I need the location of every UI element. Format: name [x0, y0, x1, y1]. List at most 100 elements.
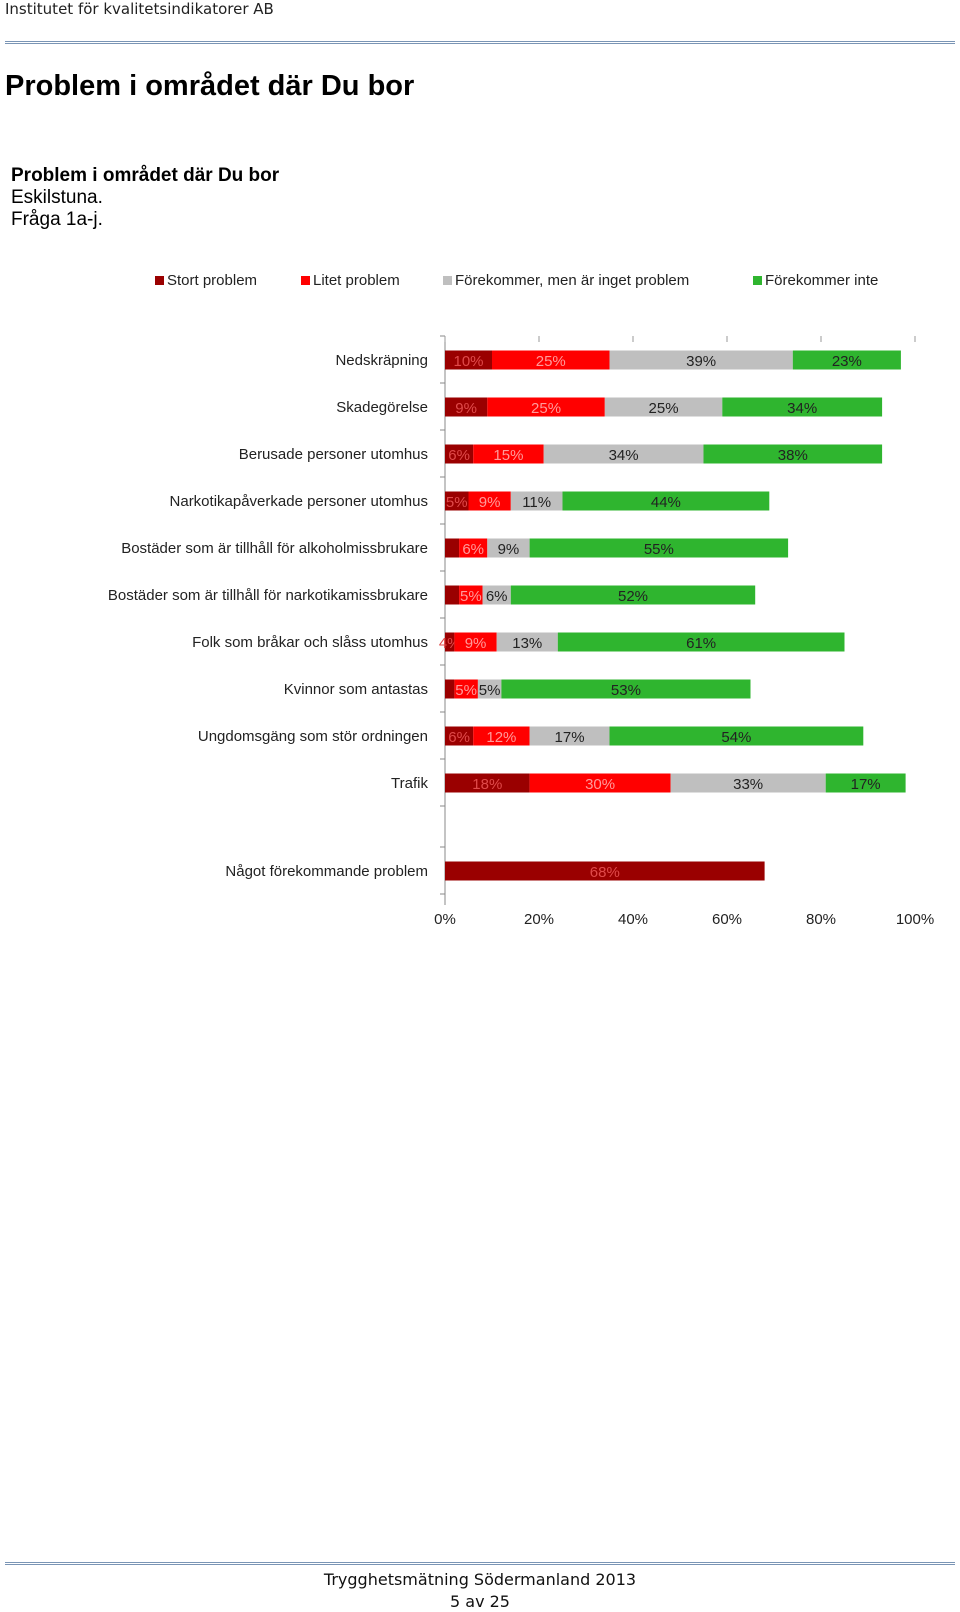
bar-skadegorelse-forekommer-inte [722, 397, 883, 417]
bar-narkotikapaverkade-personer-utomhus-stort-problem [445, 491, 469, 511]
footer-page-number: 5 av 25 [450, 1592, 510, 1611]
legend-label-litet-problem: Litet problem [313, 272, 400, 289]
bar-ungdomsgang-som-stor-ordningen-forekommer-men-ar-inget-problem [529, 726, 610, 746]
data-label-ungdomsgang-som-stor-ordningen-forekommer-inte: 54% [721, 729, 751, 746]
data-label-trafik-forekommer-men-ar-inget-problem: 33% [733, 776, 763, 793]
data-label-ungdomsgang-som-stor-ordningen-forekommer-men-ar-inget-problem: 17% [555, 729, 585, 746]
bar-kvinnor-som-antastas-forekommer-men-ar-inget-problem [477, 679, 502, 699]
data-label-trafik-forekommer-inte: 17% [851, 776, 881, 793]
bar-kvinnor-som-antastas-forekommer-inte [501, 679, 751, 699]
bar-folk-som-brakar-och-slass-utomhus-litet-problem [454, 632, 497, 652]
bar-nedskrapning-stort-problem [445, 350, 492, 370]
category-label-nagot-forekommande-problem: Något förekommande problem [225, 863, 428, 880]
x-tick-label: 60% [712, 911, 742, 928]
legend-swatch-forekommer-inte [753, 276, 762, 285]
bar-narkotikapaverkade-personer-utomhus-litet-problem [468, 491, 511, 511]
data-label-bostader-som-ar-tillhall-for-narkotikamissbrukare-forekommer-inte: 52% [618, 588, 648, 605]
bar-kvinnor-som-antastas-stort-problem [445, 679, 455, 699]
category-label-skadegorelse: Skadegörelse [336, 399, 428, 416]
data-label-nedskrapning-stort-problem: 10% [453, 353, 483, 370]
data-label-skadegorelse-forekommer-inte: 34% [787, 400, 817, 417]
header-organization: Institutet för kvalitetsindikatorer AB [5, 0, 274, 18]
data-label-bostader-som-ar-tillhall-for-alkoholmissbrukare-litet-problem: 6% [462, 541, 484, 558]
data-label-bostader-som-ar-tillhall-for-narkotikamissbrukare-forekommer-men-ar-inget-problem: 6% [486, 588, 508, 605]
data-label-narkotikapaverkade-personer-utomhus-forekommer-men-ar-inget-problem: 11% [522, 494, 551, 511]
bar-trafik-litet-problem [529, 773, 671, 793]
category-label-folk-som-brakar-och-slass-utomhus: Folk som bråkar och slåss utomhus [192, 634, 428, 651]
chart-x-ticks: 0% 20% 40% 60% 80% 100% [434, 911, 934, 928]
bar-kvinnor-som-antastas-litet-problem [454, 679, 478, 699]
data-label-bostader-som-ar-tillhall-for-alkoholmissbrukare-forekommer-inte: 55% [644, 541, 674, 558]
bar-folk-som-brakar-och-slass-utomhus-forekommer-men-ar-inget-problem [496, 632, 558, 652]
data-label-berusade-personer-utomhus-stort-problem: 6% [448, 447, 470, 464]
bar-trafik-forekommer-inte [825, 773, 906, 793]
bar-berusade-personer-utomhus-forekommer-inte [703, 444, 883, 464]
bar-bostader-som-ar-tillhall-for-alkoholmissbrukare-forekommer-inte [529, 538, 789, 558]
bar-narkotikapaverkade-personer-utomhus-forekommer-inte [562, 491, 770, 511]
chart-heading-location: Eskilstuna. [11, 187, 103, 208]
data-label-skadegorelse-litet-problem: 25% [531, 400, 561, 417]
data-label-nedskrapning-forekommer-inte: 23% [832, 353, 862, 370]
footer-rule [5, 1562, 955, 1565]
bar-bostader-som-ar-tillhall-for-alkoholmissbrukare-forekommer-men-ar-inget-problem [487, 538, 530, 558]
data-label-folk-som-brakar-och-slass-utomhus-litet-problem: 9% [465, 635, 487, 652]
bar-bostader-som-ar-tillhall-for-narkotikamissbrukare-forekommer-inte [510, 585, 756, 605]
data-label-nedskrapning-forekommer-men-ar-inget-problem: 39% [686, 353, 716, 370]
bar-berusade-personer-utomhus-stort-problem [445, 444, 474, 464]
page-title: Problem i området där Du bor [5, 70, 415, 102]
bar-skadegorelse-litet-problem [487, 397, 605, 417]
legend-swatch-forekommer-men-ar-inget-problem [443, 276, 452, 285]
data-label-folk-som-brakar-och-slass-utomhus-forekommer-men-ar-inget-problem: 13% [512, 635, 542, 652]
legend-label-forekommer-men-ar-inget-problem: Förekommer, men är inget problem [455, 272, 689, 289]
category-label-kvinnor-som-antastas: Kvinnor som antastas [284, 681, 428, 698]
data-label-trafik-litet-problem: 30% [585, 776, 615, 793]
bar-bostader-som-ar-tillhall-for-alkoholmissbrukare-litet-problem [459, 538, 488, 558]
bar-berusade-personer-utomhus-litet-problem [473, 444, 544, 464]
bar-skadegorelse-stort-problem [445, 397, 488, 417]
data-label-ungdomsgang-som-stor-ordningen-stort-problem: 6% [448, 729, 470, 746]
bar-trafik-forekommer-men-ar-inget-problem [670, 773, 826, 793]
data-label-skadegorelse-stort-problem: 9% [455, 400, 477, 417]
bar-ungdomsgang-som-stor-ordningen-forekommer-inte [609, 726, 864, 746]
chart-heading: Problem i området där Du bor Eskilstuna.… [11, 165, 279, 231]
category-label-narkotikapaverkade-personer-utomhus: Narkotikapåverkade personer utomhus [170, 493, 428, 510]
data-label-berusade-personer-utomhus-litet-problem: 15% [493, 447, 523, 464]
x-tick-label: 20% [524, 911, 554, 928]
bar-bostader-som-ar-tillhall-for-narkotikamissbrukare-stort-problem [445, 585, 460, 605]
bar-trafik-stort-problem [445, 773, 530, 793]
bar-bostader-som-ar-tillhall-for-narkotikamissbrukare-litet-problem [459, 585, 483, 605]
chart-axis [440, 335, 916, 905]
data-label-berusade-personer-utomhus-forekommer-inte: 38% [778, 447, 808, 464]
data-label-trafik-stort-problem: 18% [472, 776, 502, 793]
data-label-narkotikapaverkade-personer-utomhus-litet-problem: 9% [479, 494, 501, 511]
bar-ungdomsgang-som-stor-ordningen-stort-problem [445, 726, 474, 746]
data-label-folk-som-brakar-och-slass-utomhus-forekommer-inte: 61% [686, 635, 716, 652]
data-label-narkotikapaverkade-personer-utomhus-stort-problem: 5% [446, 494, 468, 511]
category-label-bostader-som-ar-tillhall-for-alkoholmissbrukare: Bostäder som är tillhåll för alkoholmiss… [121, 540, 428, 557]
bar-nedskrapning-forekommer-inte [792, 350, 901, 370]
data-label-berusade-personer-utomhus-forekommer-men-ar-inget-problem: 34% [609, 447, 639, 464]
chart-heading-title: Problem i området där Du bor [11, 165, 280, 186]
data-label-bostader-som-ar-tillhall-for-alkoholmissbrukare-forekommer-men-ar-inget-problem: 9% [498, 541, 520, 558]
data-label-ungdomsgang-som-stor-ordningen-litet-problem: 12% [486, 729, 516, 746]
chart-heading-question: Fråga 1a-j. [11, 209, 103, 230]
bar-berusade-personer-utomhus-forekommer-men-ar-inget-problem [543, 444, 704, 464]
x-tick-label: 100% [896, 911, 934, 928]
category-label-bostader-som-ar-tillhall-for-narkotikamissbrukare: Bostäder som är tillhåll för narkotikami… [108, 587, 428, 604]
bar-folk-som-brakar-och-slass-utomhus-stort-problem [445, 632, 455, 652]
x-tick-label: 0% [434, 911, 456, 928]
legend-label-stort-problem: Stort problem [167, 272, 257, 289]
legend-swatch-litet-problem [301, 276, 310, 285]
legend-swatch-stort-problem [155, 276, 164, 285]
bar-bostader-som-ar-tillhall-for-alkoholmissbrukare-stort-problem [445, 538, 460, 558]
data-label-narkotikapaverkade-personer-utomhus-forekommer-inte: 44% [651, 494, 681, 511]
legend-label-forekommer-inte: Förekommer inte [765, 272, 878, 289]
bar-nedskrapning-litet-problem [492, 350, 610, 370]
x-tick-label: 40% [618, 911, 648, 928]
stacked-bar-chart: Stort problem Litet problem Förekommer, me… [108, 272, 934, 928]
data-label-skadegorelse-forekommer-men-ar-inget-problem: 25% [649, 400, 679, 417]
chart-legend: Stort problem Litet problem Förekommer, me… [155, 272, 878, 289]
data-label-bostader-som-ar-tillhall-for-narkotikamissbrukare-litet-problem: 5% [460, 588, 482, 605]
data-label-kvinnor-som-antastas-forekommer-men-ar-inget-problem: 5% [479, 682, 501, 699]
bar-nedskrapning-forekommer-men-ar-inget-problem [609, 350, 793, 370]
